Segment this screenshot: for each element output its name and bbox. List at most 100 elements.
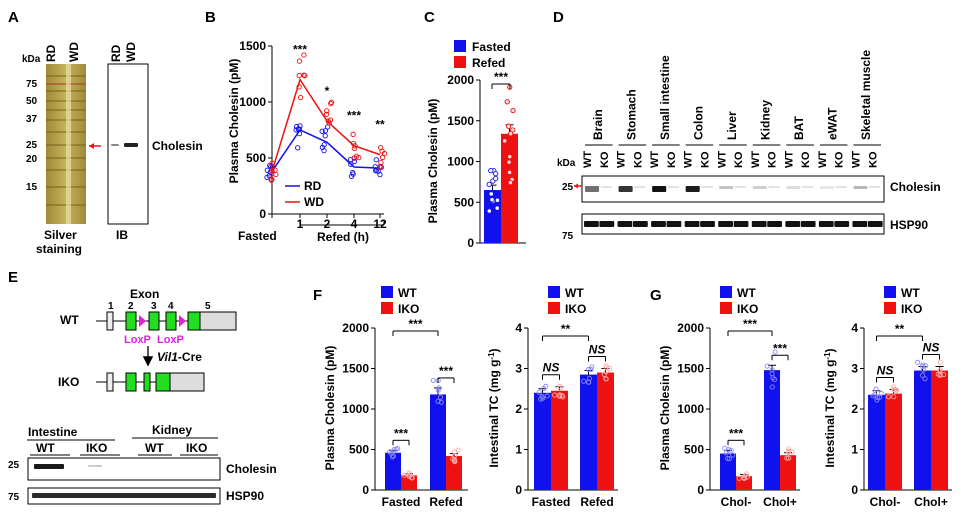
g1-data-point (786, 448, 792, 454)
d-cholesin-band-ko (634, 186, 646, 188)
d-hsp90-band-wt (651, 221, 666, 227)
iko-exon-5-utr (169, 372, 205, 392)
f2-data-point (586, 375, 592, 382)
g1-data-point (742, 473, 748, 479)
g2-bar-wt (868, 394, 885, 490)
b-data-point (321, 142, 327, 148)
panel-e-letter: E (8, 269, 18, 286)
f1-data-point (435, 387, 441, 393)
f1-data-point (455, 447, 461, 453)
d-cholesin-band-wt (652, 186, 667, 192)
f2-bar-iko (597, 372, 614, 490)
c-data-point (486, 208, 492, 214)
g2-data-point (922, 376, 928, 382)
d-cholesin-band-wt (853, 186, 868, 189)
g1-significance: *** (773, 341, 787, 355)
svg-text:3: 3 (151, 301, 157, 312)
panel-a-col-wd: WD (67, 42, 81, 62)
b-data-point (293, 123, 300, 130)
d-lane-wt: WT (851, 151, 863, 168)
d-hsp90-band-ko (800, 221, 816, 227)
d-lane-wt: WT (716, 151, 728, 168)
g1-data-point (728, 447, 734, 453)
d-lane-ko: KO (733, 151, 745, 168)
f1-data-point (407, 472, 413, 478)
b-data-point (297, 94, 304, 101)
f2-data-point (603, 376, 609, 382)
blot-e-iko-2: IKO (186, 441, 207, 455)
c-data-point (506, 169, 513, 176)
g1-data-point (725, 447, 731, 453)
f2-significance: NS (589, 343, 606, 357)
g1-data-point (769, 367, 775, 373)
g2-bar-wt (914, 370, 931, 490)
f2-data-point (586, 366, 592, 372)
c-data-point (486, 181, 492, 188)
wt-exon-5-utr (199, 311, 237, 331)
panel-f: F WT IKO WT IKO Plasma Cholesin (pM) Int… (313, 286, 618, 509)
b-ytick-label: 1000 (239, 95, 266, 109)
d-hsp90-band-wt (584, 221, 599, 227)
panel-c-letter: C (424, 9, 435, 26)
iko-allele-label: IKO (58, 375, 79, 389)
b-data-point (327, 117, 334, 123)
red-arrowhead-d-icon (574, 183, 578, 189)
b-series-line-wd (271, 77, 381, 172)
b-data-point (269, 160, 275, 166)
red-arrowhead-icon (89, 143, 94, 149)
g2-data-point (891, 387, 897, 393)
f1-between-significance: *** (408, 317, 422, 331)
c-data-point (489, 197, 495, 203)
g1-data-point (784, 455, 790, 461)
panel-f-ylabel-1: Plasma Cholesin (pM) (323, 346, 337, 471)
f1-data-point (450, 456, 456, 462)
b-data-point (319, 128, 325, 134)
svg-text:25: 25 (26, 140, 38, 151)
c-data-point (510, 107, 516, 114)
d-hsp90-band-ko (599, 221, 615, 227)
f2-data-point (544, 393, 550, 399)
c-ytick-label: 0 (467, 236, 474, 250)
c-data-point (493, 170, 499, 177)
b-data-point (301, 52, 307, 58)
b-data-point (373, 157, 379, 163)
g2-data-point (891, 394, 897, 400)
g1-xtick-label: Chol+ (763, 495, 797, 509)
g1-data-point (769, 384, 775, 390)
panel-c: C Fasted Refed Plasma Cholesin (pM) 0 500… (424, 9, 526, 250)
d-cholesin-band-ko (734, 186, 747, 188)
panel-g: G WT IKO WT IKO Plasma Cholesin (pM) Int… (650, 286, 952, 509)
g2-ytick-label: 0 (851, 483, 858, 497)
panel-a-col-wd-ib: WD (124, 42, 138, 62)
d-lane-wt: WT (783, 151, 795, 168)
svg-text:1: 1 (108, 301, 114, 312)
f2-bar-wt (534, 392, 551, 490)
g1-bar-wt (720, 453, 736, 490)
g2-data-point (920, 364, 926, 370)
ib-label: IB (116, 228, 128, 242)
legend-f2-iko: IKO (565, 302, 586, 316)
d-lane-ko: KO (834, 151, 846, 168)
g2-data-point (890, 384, 897, 390)
d-tissue-label: Brain (591, 109, 605, 140)
b-data-point (295, 145, 301, 151)
b-data-point (321, 147, 327, 154)
blot-e-wt-1: WT (36, 441, 55, 455)
b-data-point (350, 140, 357, 147)
loxp-1-icon (139, 315, 146, 327)
f2-xtick-label: Refed (580, 495, 613, 509)
f2-data-point (552, 392, 558, 398)
f1-significance: *** (439, 364, 453, 378)
f2-data-point (589, 364, 595, 370)
c-ytick-label: 1500 (447, 114, 474, 128)
panel-b-ylabel: Plasma Cholesin (pM) (227, 59, 241, 184)
f1-ytick-label: 2000 (342, 321, 369, 335)
c-data-point (494, 205, 500, 211)
f1-data-point (430, 377, 436, 383)
g2-data-point (941, 371, 947, 378)
panel-d-cholesin: Cholesin (890, 180, 941, 194)
wt-exon-5-cds (187, 311, 201, 331)
d-cholesin-band-wt (719, 186, 734, 189)
f1-xtick-label: Fasted (382, 495, 421, 509)
